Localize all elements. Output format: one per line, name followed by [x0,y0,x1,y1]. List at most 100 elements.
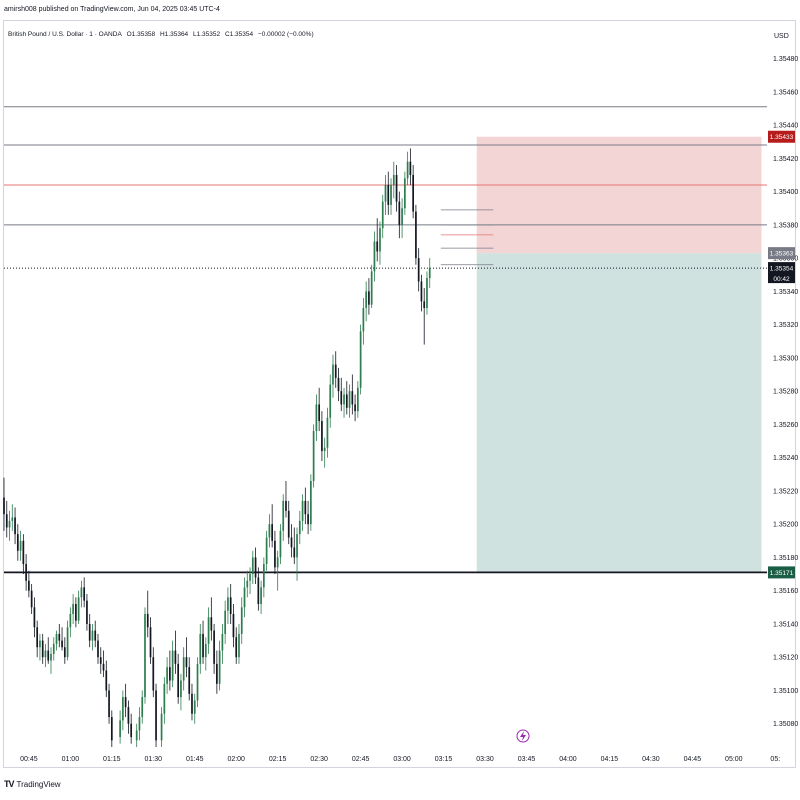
candle [409,148,412,185]
candle-body [191,693,193,714]
candle-body [268,524,271,538]
candle-body [182,657,185,681]
y-tick-label: 1.35440 [773,123,798,130]
candle [323,437,326,468]
candle [152,647,155,698]
candle-body [11,517,14,521]
ohlc-low: L1.35352 [193,31,221,38]
y-tick-label: 1.35380 [773,222,798,229]
x-tick-label: 01:45 [186,756,204,763]
candle-body [235,637,238,658]
y-tick-label: 1.35460 [773,89,798,96]
x-tick-label: 03:00 [393,756,411,763]
candle [310,474,312,531]
y-tick-label: 1.35180 [773,555,798,562]
candle [224,600,227,644]
candle-body [61,640,63,648]
candle [423,288,426,345]
candle-body [365,291,368,309]
publish-header: amirsh008 published on TradingView.com, … [0,0,800,20]
candle [52,637,55,661]
y-tick-label: 1.35200 [773,522,798,529]
candle [274,530,276,575]
currency-label[interactable]: USD [774,33,789,40]
candle-body [39,640,41,648]
candle [401,198,403,239]
y-tick-label: 1.35100 [773,688,798,695]
candle-body [69,613,72,628]
candle-body [138,717,141,731]
candle-body [16,534,19,551]
candle-body [216,663,218,684]
current-price-tag-bg [768,262,795,284]
x-tick-label: 05: [770,756,780,763]
candle [199,623,202,674]
chart-frame[interactable] [3,20,796,768]
candle-body [238,633,240,658]
x-tick-label: 01:00 [62,756,80,763]
candle-body [409,161,412,175]
candle [221,623,224,664]
candle [102,650,105,678]
candle [146,590,149,638]
candle-body [373,241,376,272]
y-tick-label: 1.35080 [773,721,798,728]
y-tick-label: 1.35340 [773,289,798,296]
candle [11,504,14,531]
candle-body [36,627,39,648]
candle-body [359,331,362,388]
candle [307,500,309,535]
y-tick-label: 1.35260 [773,422,798,429]
candle [251,550,254,585]
candle [365,281,368,322]
candle [108,683,110,724]
y-tick-label: 1.35160 [773,588,798,595]
candle [249,567,251,595]
candle-body [254,557,257,578]
ohlc-open: O1.35358 [126,31,156,38]
candle [180,673,182,711]
candle-body [370,271,373,305]
candle-body [326,417,329,448]
candle [174,630,177,674]
candle [75,597,77,628]
candle-body [199,633,202,664]
candle-body [94,630,97,641]
candle [182,647,185,691]
candle [276,550,279,591]
lightning-icon[interactable] [516,729,530,743]
candle [426,271,428,315]
candle-body [406,161,409,179]
candle-body [130,723,133,738]
candle-body [403,178,406,209]
candle [61,627,63,651]
candle [243,577,246,618]
y-tick-label: 1.35320 [773,322,798,329]
candle-body [334,364,337,378]
candle-body [428,268,431,279]
ohlc-close: C1.35354 [224,31,254,38]
y-tick-label: 1.35240 [773,455,798,462]
candle-body [343,394,345,405]
candle [390,178,392,215]
candle [169,650,171,691]
candle [63,637,66,664]
candle-body [127,707,130,724]
candle-body [163,683,166,714]
footer-brand[interactable]: TV TradingView [4,779,61,789]
candle [47,637,50,664]
candle [55,630,58,651]
candle [318,387,321,432]
symbol-name[interactable]: British Pound / U.S. Dollar · 1 · OANDA [8,31,122,38]
candle [19,530,22,561]
candle-body [412,174,415,212]
candle [321,411,323,461]
candle [229,584,232,624]
candle [417,248,420,292]
candle-body [398,201,401,225]
candle [301,494,304,531]
candle-body [97,640,99,658]
candle-body [169,667,171,681]
candle-body [8,520,11,528]
